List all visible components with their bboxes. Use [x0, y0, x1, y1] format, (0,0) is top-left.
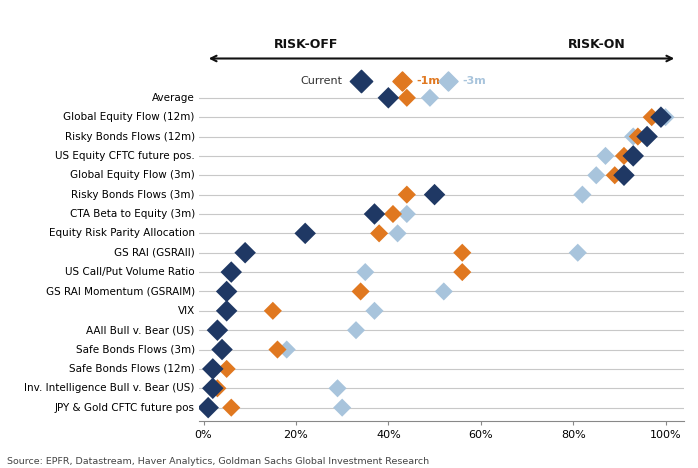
Point	[655, 113, 667, 121]
Text: -3m: -3m	[462, 76, 486, 86]
Text: -1m: -1m	[416, 76, 440, 86]
Point	[591, 171, 602, 179]
Point	[429, 191, 440, 198]
Point	[267, 307, 279, 314]
Point	[281, 346, 292, 353]
Point	[609, 171, 621, 179]
Point	[355, 78, 366, 85]
Point	[299, 230, 311, 237]
Point	[641, 133, 653, 140]
Point	[618, 152, 630, 160]
Point	[225, 404, 237, 411]
Point	[211, 385, 223, 392]
Point	[207, 365, 218, 373]
Point	[577, 191, 588, 198]
Point	[424, 94, 436, 102]
Text: RISK-ON: RISK-ON	[568, 38, 625, 51]
Point	[401, 94, 413, 102]
Point	[392, 230, 403, 237]
Point	[401, 191, 413, 198]
Point	[211, 327, 223, 334]
Point	[359, 268, 371, 276]
Point	[632, 133, 644, 140]
Point	[456, 249, 468, 256]
Point	[207, 385, 218, 392]
Point	[438, 288, 450, 295]
Point	[600, 152, 611, 160]
Point	[211, 327, 223, 334]
Point	[221, 307, 232, 314]
Point	[646, 113, 658, 121]
Text: Source: EPFR, Datastream, Haver Analytics, Goldman Sachs Global Investment Resea: Source: EPFR, Datastream, Haver Analytic…	[7, 457, 429, 466]
Point	[272, 346, 283, 353]
Text: RISK-OFF: RISK-OFF	[274, 38, 338, 51]
Point	[618, 171, 630, 179]
Point	[221, 365, 232, 373]
Point	[387, 210, 399, 218]
Point	[369, 210, 380, 218]
Point	[628, 152, 639, 160]
Point	[401, 210, 413, 218]
Point	[350, 327, 362, 334]
Point	[332, 385, 343, 392]
Point	[336, 404, 348, 411]
Point	[383, 94, 394, 102]
Point	[660, 113, 671, 121]
Point	[456, 268, 468, 276]
Point	[628, 133, 639, 140]
Point	[202, 404, 214, 411]
Point	[207, 365, 218, 373]
Point	[239, 249, 251, 256]
Point	[216, 346, 228, 353]
Point	[443, 78, 454, 85]
Point	[373, 230, 385, 237]
Point	[355, 288, 366, 295]
Point	[396, 78, 408, 85]
Point	[221, 288, 232, 295]
Point	[369, 307, 380, 314]
Text: Current: Current	[300, 76, 342, 86]
Point	[225, 268, 237, 276]
Point	[572, 249, 584, 256]
